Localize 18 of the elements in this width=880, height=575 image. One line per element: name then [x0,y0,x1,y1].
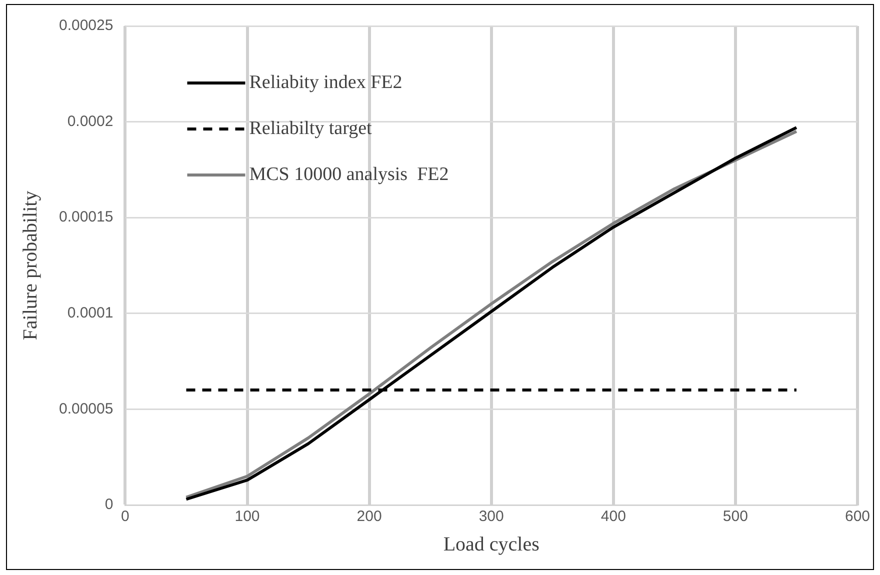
y-tick-label: 0 [104,496,114,514]
x-tick-label: 0 [121,508,130,526]
y-axis-title: Failure probability [19,190,42,340]
legend-label: Reliabilty target [249,118,373,139]
y-tick-label: 0.00015 [58,208,114,226]
x-tick-label: 400 [600,508,626,526]
x-tick-label: 200 [356,508,382,526]
x-tick-label: 600 [844,508,870,526]
legend-label: MCS 10000 analysis FE2 [249,164,449,185]
y-tick-label: 0.0001 [67,304,114,322]
x-tick-label: 100 [234,508,260,526]
y-tick-label: 0.0002 [67,112,114,130]
y-tick-label: 0.00025 [58,17,114,34]
y-tick-label: 0.00005 [58,400,114,418]
x-axis-title: Load cycles [443,533,540,556]
legend-label: Reliabity index FE2 [249,72,402,93]
x-tick-label: 300 [478,508,504,526]
x-tick-label: 500 [722,508,748,526]
